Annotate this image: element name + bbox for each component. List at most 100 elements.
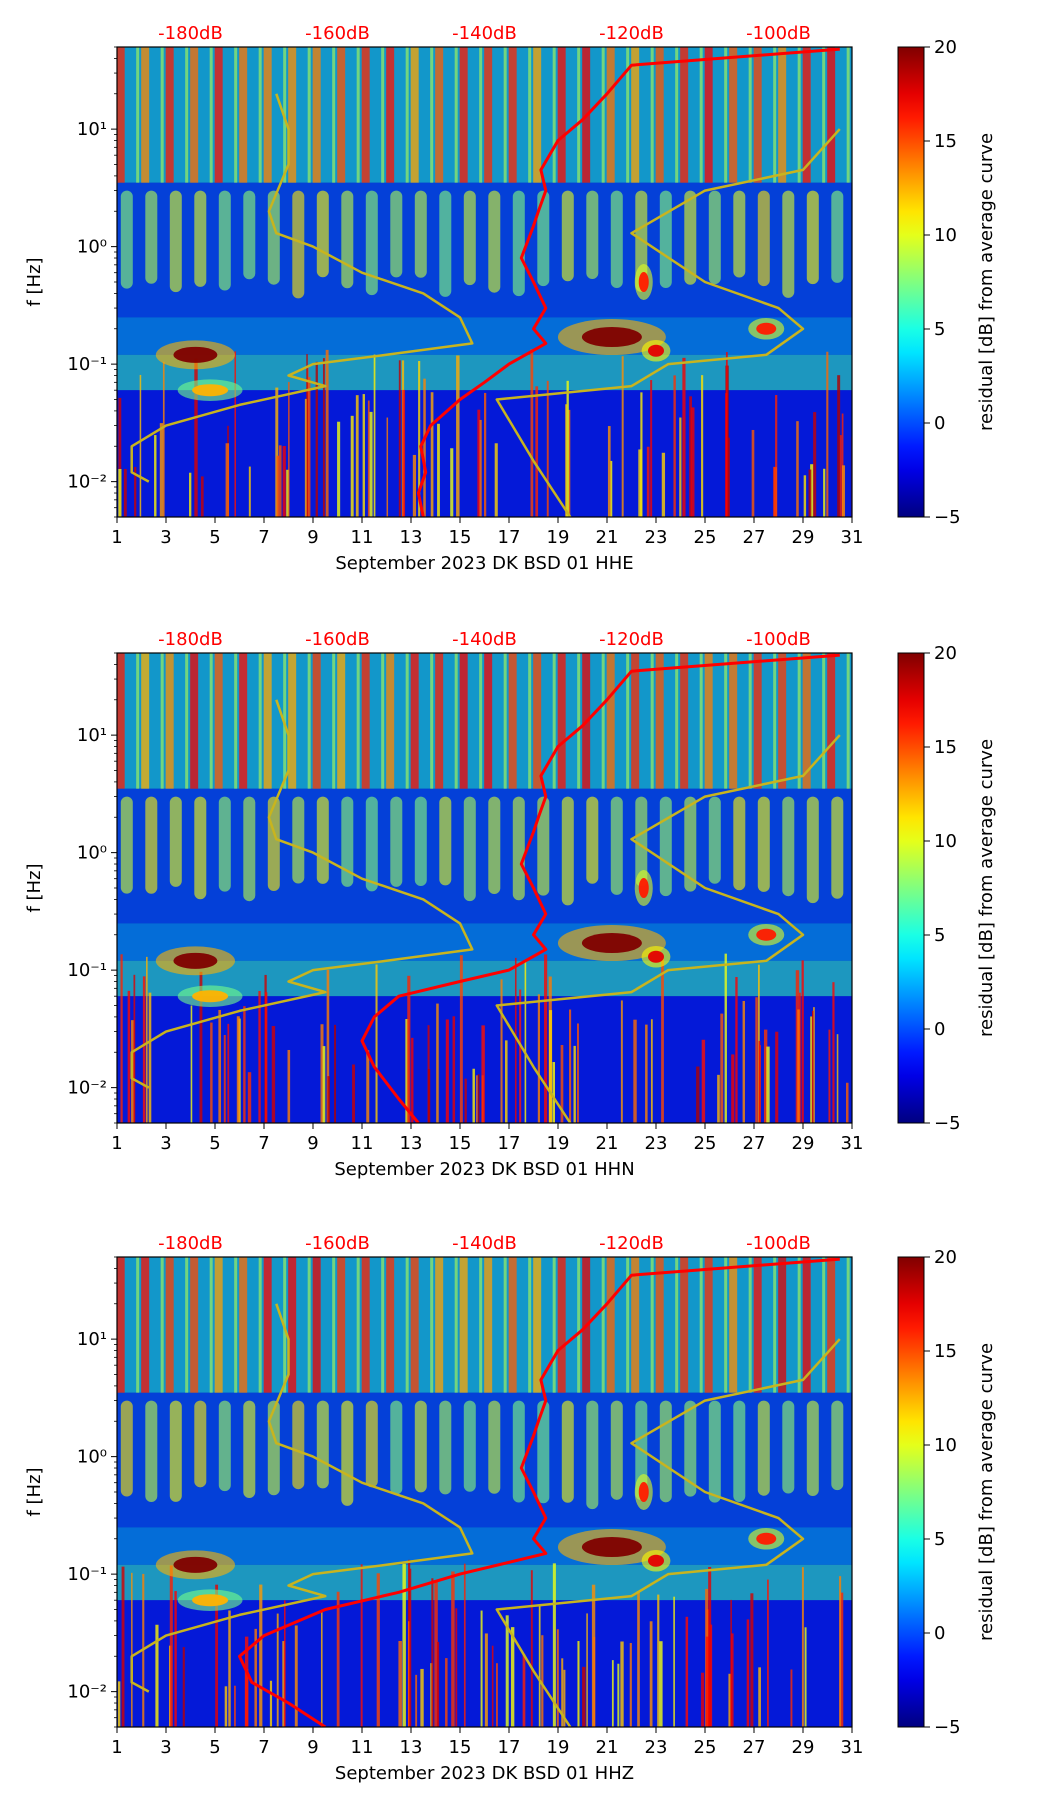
transient-line: [576, 1023, 579, 1123]
drip-pattern: [561, 190, 574, 282]
diurnal-stripe: [655, 1257, 664, 1393]
transient-line: [504, 1040, 508, 1123]
heatmap-band: [117, 354, 852, 391]
diurnal-stripe: [680, 1257, 689, 1393]
transient-line: [640, 392, 643, 517]
transient-line: [336, 1591, 340, 1727]
transient-line: [427, 1069, 431, 1123]
diurnal-stripe: [239, 47, 248, 183]
top-db-label: -140dB: [452, 23, 517, 44]
transient-line: [436, 1641, 440, 1727]
transient-line: [682, 357, 686, 517]
transient-line: [691, 407, 695, 517]
transient-line: [813, 1007, 815, 1123]
diurnal-stripe: [361, 1257, 370, 1393]
microseism-hotspot: [192, 384, 229, 397]
diurnal-stripe: [508, 47, 517, 183]
transient-line: [758, 1040, 761, 1123]
x-tick-label: 19: [547, 1133, 570, 1154]
diurnal-stripe: [552, 653, 556, 789]
transient-line: [123, 468, 127, 517]
drip-pattern: [488, 1400, 501, 1494]
transient-line: [463, 1563, 466, 1727]
drip-pattern: [316, 796, 329, 884]
transient-line: [568, 409, 571, 517]
y-tick-label: 10⁻¹: [67, 354, 107, 375]
noise-model-curve: [130, 1303, 474, 1693]
x-tick-label: 11: [351, 527, 374, 548]
transient-line: [808, 469, 812, 517]
transient-line: [731, 1054, 735, 1123]
diurnal-stripe: [459, 47, 468, 183]
diurnal-stripe: [136, 1257, 140, 1393]
transient-line: [445, 1019, 449, 1123]
transient-line: [586, 1613, 588, 1727]
diurnal-stripe: [190, 47, 199, 183]
drip-pattern: [782, 796, 795, 897]
x-axis-label: September 2023 DK BSD 01 HHZ: [335, 1763, 634, 1784]
drip-pattern: [586, 190, 599, 279]
drip-pattern: [194, 796, 207, 900]
x-tick-label: 23: [645, 527, 668, 548]
drip-pattern: [218, 190, 231, 291]
diurnal-stripe: [699, 653, 703, 789]
diurnal-stripe: [117, 47, 125, 183]
transient-line: [535, 386, 539, 517]
drip-pattern: [463, 796, 476, 902]
transient-line: [407, 1621, 410, 1727]
transient-line: [646, 446, 650, 517]
transient-line: [127, 990, 131, 1123]
transient-line: [790, 1669, 793, 1727]
drip-pattern: [684, 796, 697, 892]
drip-pattern: [243, 796, 256, 902]
drip-pattern: [120, 1400, 133, 1497]
x-tick-label: 29: [792, 1133, 815, 1154]
x-tick-label: 31: [841, 1737, 864, 1758]
transient-line: [366, 1050, 370, 1123]
drip-pattern: [463, 190, 476, 286]
diurnal-stripe: [410, 47, 419, 183]
diurnal-stripe: [606, 47, 615, 183]
y-tick-label: 10⁰: [77, 843, 107, 864]
diurnal-stripe: [479, 47, 483, 183]
drip-pattern: [292, 1400, 305, 1490]
transient-line: [315, 361, 318, 517]
microseism-hotspot: [173, 952, 218, 969]
transient-line: [763, 1029, 768, 1123]
x-tick-label: 7: [258, 1737, 269, 1758]
noise-model-curve: [495, 1338, 841, 1727]
diurnal-stripe: [435, 1257, 444, 1393]
diurnal-stripe: [650, 1257, 654, 1393]
transient-line: [287, 1049, 291, 1123]
transient-line: [282, 1641, 286, 1727]
transient-line: [621, 356, 624, 517]
transient-line: [563, 1669, 566, 1727]
y-tick-label: 10⁻¹: [67, 1564, 107, 1585]
diurnal-stripe: [214, 653, 223, 789]
diurnal-stripe: [533, 47, 542, 183]
diurnal-stripe: [601, 1257, 605, 1393]
diurnal-stripe: [430, 1257, 434, 1393]
transient-line: [573, 1045, 576, 1123]
heatmap-band: [117, 317, 852, 355]
diurnal-stripe: [435, 47, 444, 183]
transient-line: [282, 445, 286, 517]
diurnal-stripe: [802, 653, 811, 789]
transient-line: [556, 1629, 559, 1727]
drip-pattern: [856, 797, 868, 893]
drip-pattern: [537, 190, 550, 287]
transient-line: [452, 1016, 456, 1123]
top-db-label: -160dB: [305, 629, 370, 650]
drip-pattern: [365, 796, 378, 892]
diurnal-stripe: [214, 47, 223, 183]
diurnal-stripe: [724, 47, 728, 183]
diurnal-stripe: [332, 47, 336, 183]
diurnal-stripe: [675, 47, 679, 183]
transient-line: [701, 1039, 706, 1123]
transient-line: [720, 1013, 724, 1123]
diurnal-stripe: [337, 653, 346, 789]
drip-pattern: [243, 190, 256, 280]
diurnal-stripe: [773, 47, 777, 183]
drip-pattern: [733, 190, 746, 278]
transient-line: [799, 992, 801, 1123]
